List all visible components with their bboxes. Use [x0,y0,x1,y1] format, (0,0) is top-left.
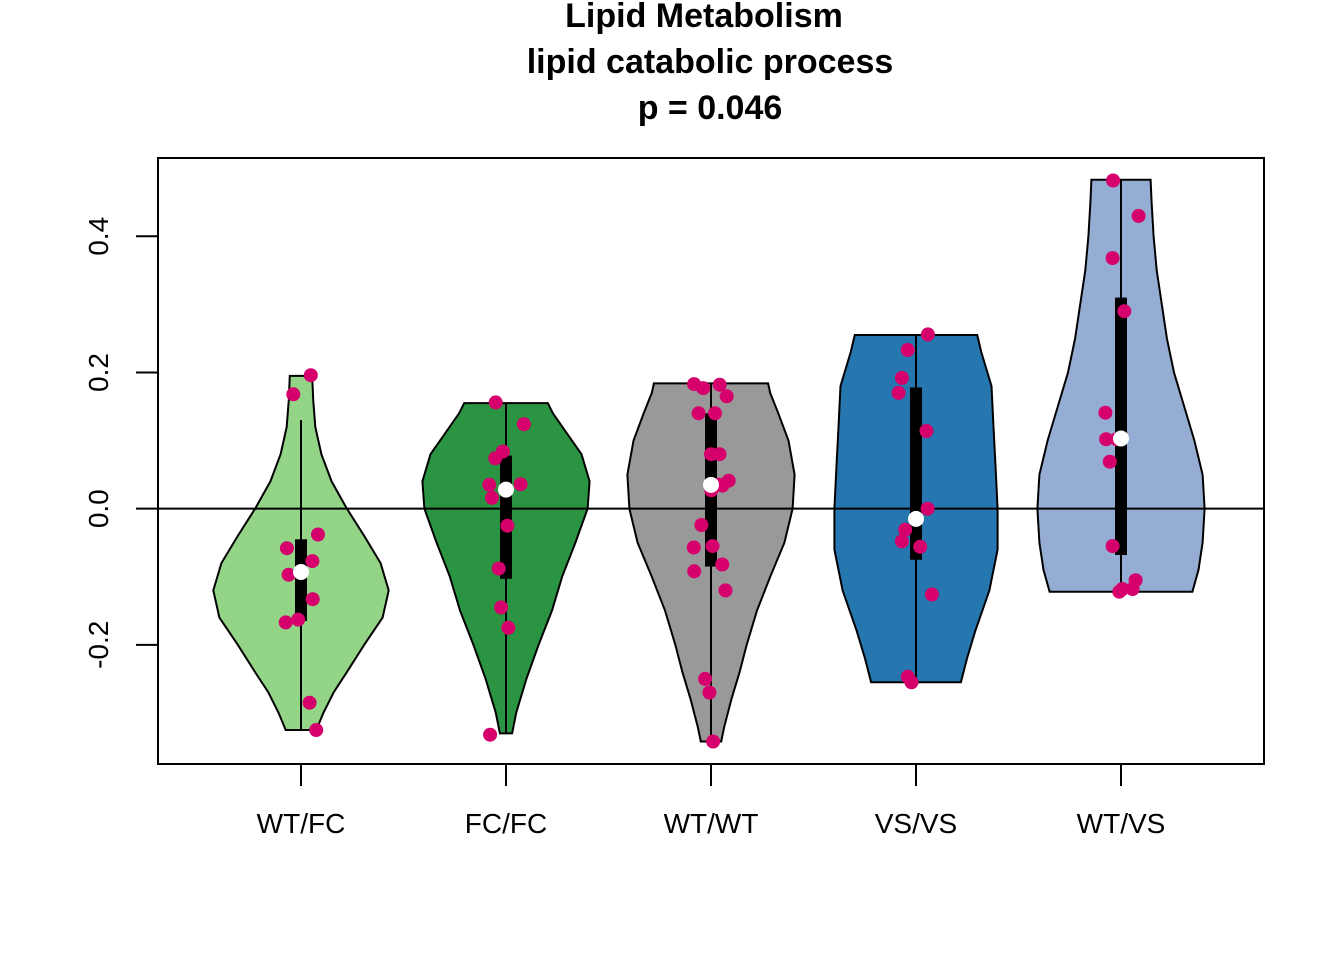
x-tick-label-wt-wt: WT/WT [664,808,759,839]
data-point-fc-fc [494,600,509,615]
data-point-wt-fc [286,387,301,402]
data-point-wt-wt [702,685,717,700]
median-vs-vs [908,510,924,527]
x-tick-label-fc-fc: FC/FC [465,808,547,839]
iqr-box-fc-fc [500,455,512,579]
data-point-fc-fc [491,561,506,576]
chart-title: Lipid Metabolism lipid catabolic process… [527,0,894,127]
data-point-wt-wt [715,557,730,572]
data-point-wt-vs [1128,573,1143,588]
title-line-1: Lipid Metabolism [565,0,843,35]
points-layer [278,173,1146,749]
data-point-wt-wt [686,540,701,555]
data-point-wt-wt [705,539,720,554]
data-point-wt-fc [305,592,320,607]
data-point-wt-wt [708,406,722,421]
data-point-wt-fc [302,695,317,710]
data-point-vs-vs [920,501,935,516]
data-point-fc-fc [483,727,498,742]
axes-layer: WT/FC FC/FC WT/WT VS/VS WT/VS -0.2 0.0 0.2 0.4 [83,217,1165,839]
data-point-vs-vs [894,534,909,549]
data-point-wt-wt [694,518,709,532]
y-tick-label: 0.2 [83,353,114,392]
data-point-wt-fc [305,554,320,569]
data-point-wt-wt [721,473,736,488]
data-point-wt-vs [1099,432,1114,447]
data-point-wt-vs [1105,539,1120,554]
data-point-fc-fc [513,477,528,492]
data-point-vs-vs [898,522,913,537]
title-line-3: p = 0.046 [638,89,783,127]
data-point-wt-fc [281,567,296,582]
data-point-vs-vs [913,539,928,554]
data-point-fc-fc [485,490,499,505]
data-point-wt-vs [1098,405,1113,420]
data-point-vs-vs [919,424,934,438]
data-point-vs-vs [894,370,909,385]
data-point-fc-fc [501,620,516,635]
y-tick-label: 0.4 [83,217,114,256]
data-point-wt-wt [712,377,727,392]
data-point-fc-fc [488,395,503,410]
median-wt-fc [293,563,309,580]
title-line-2: lipid catabolic process [527,43,894,81]
data-point-wt-fc [278,615,293,630]
median-fc-fc [498,481,514,498]
median-wt-wt [703,476,719,493]
data-point-wt-fc [279,541,294,556]
iqr-box-vs-vs [910,387,922,560]
x-tick-label-vs-vs: VS/VS [875,808,957,839]
data-point-wt-wt [718,583,733,598]
plot-frame [157,157,1265,765]
median-wt-vs [1113,430,1129,447]
y-tick-label: -0.2 [83,621,114,669]
iqr-box-wt-vs [1115,297,1127,555]
data-point-wt-fc [303,368,318,383]
x-tick-label-wt-vs: WT/VS [1077,808,1166,839]
data-point-wt-wt [687,564,702,579]
data-point-wt-vs [1131,208,1146,223]
data-point-fc-fc [495,444,510,459]
data-point-wt-fc [311,527,325,542]
data-point-vs-vs [924,587,939,602]
data-point-wt-vs [1117,304,1132,319]
data-point-wt-fc [309,723,324,737]
iqr-box-wt-fc [295,539,307,622]
data-point-wt-vs [1115,582,1130,596]
data-point-vs-vs [891,385,906,400]
data-point-wt-wt [691,406,706,421]
data-point-fc-fc [516,417,531,432]
data-point-wt-wt [698,671,713,686]
data-point-vs-vs [900,343,915,357]
data-point-fc-fc [500,518,515,533]
data-point-wt-vs [1102,454,1117,469]
x-tick-label-wt-fc: WT/FC [257,808,346,839]
data-point-vs-vs [920,327,935,342]
data-point-vs-vs [900,669,915,684]
data-point-wt-wt [706,734,721,749]
data-point-wt-wt [687,377,702,392]
data-point-wt-vs [1106,173,1121,188]
data-point-wt-fc [291,612,306,627]
data-point-fc-fc [482,477,497,492]
y-tick-label: 0.0 [83,489,114,528]
data-point-wt-wt [712,447,727,462]
data-point-wt-wt [719,389,734,404]
data-point-wt-vs [1105,251,1120,266]
